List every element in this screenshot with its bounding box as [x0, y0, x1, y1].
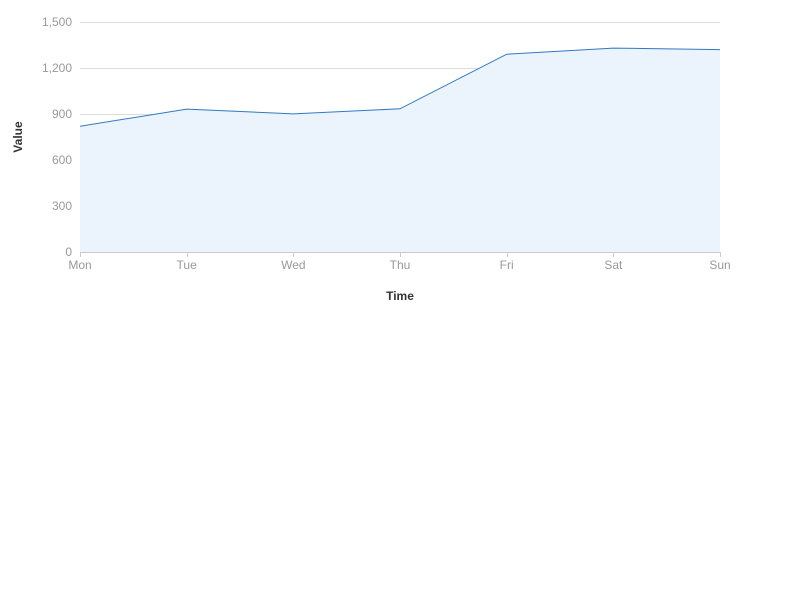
x-tick-label: Fri: [500, 258, 514, 272]
y-tick-label: 300: [52, 199, 72, 213]
y-tick-label: 1,200: [42, 61, 72, 75]
x-tick-label: Mon: [68, 258, 91, 272]
x-tick-label: Thu: [390, 258, 411, 272]
area-fill-group: [80, 48, 720, 252]
y-tick-label: 1,500: [42, 15, 72, 29]
y-axis-title: Value: [11, 121, 25, 153]
x-tick-label: Tue: [177, 258, 198, 272]
x-tick-label: Wed: [281, 258, 305, 272]
x-axis-title: Time: [386, 289, 414, 303]
y-tick-labels: 0 300 600 900 1,200 1,500: [42, 15, 72, 259]
x-tick-label: Sat: [604, 258, 623, 272]
series-line: [80, 47, 720, 127]
y-tick-label: 0: [65, 245, 72, 259]
y-tick-label: 900: [52, 107, 72, 121]
axes: [80, 252, 721, 257]
x-tick-label: Sun: [709, 258, 730, 272]
y-tick-label: 600: [52, 153, 72, 167]
area-fill: [80, 48, 720, 252]
x-tick-labels: Mon Tue Wed Thu Fri Sat Sun: [68, 258, 730, 272]
series-line-group: [80, 47, 720, 127]
